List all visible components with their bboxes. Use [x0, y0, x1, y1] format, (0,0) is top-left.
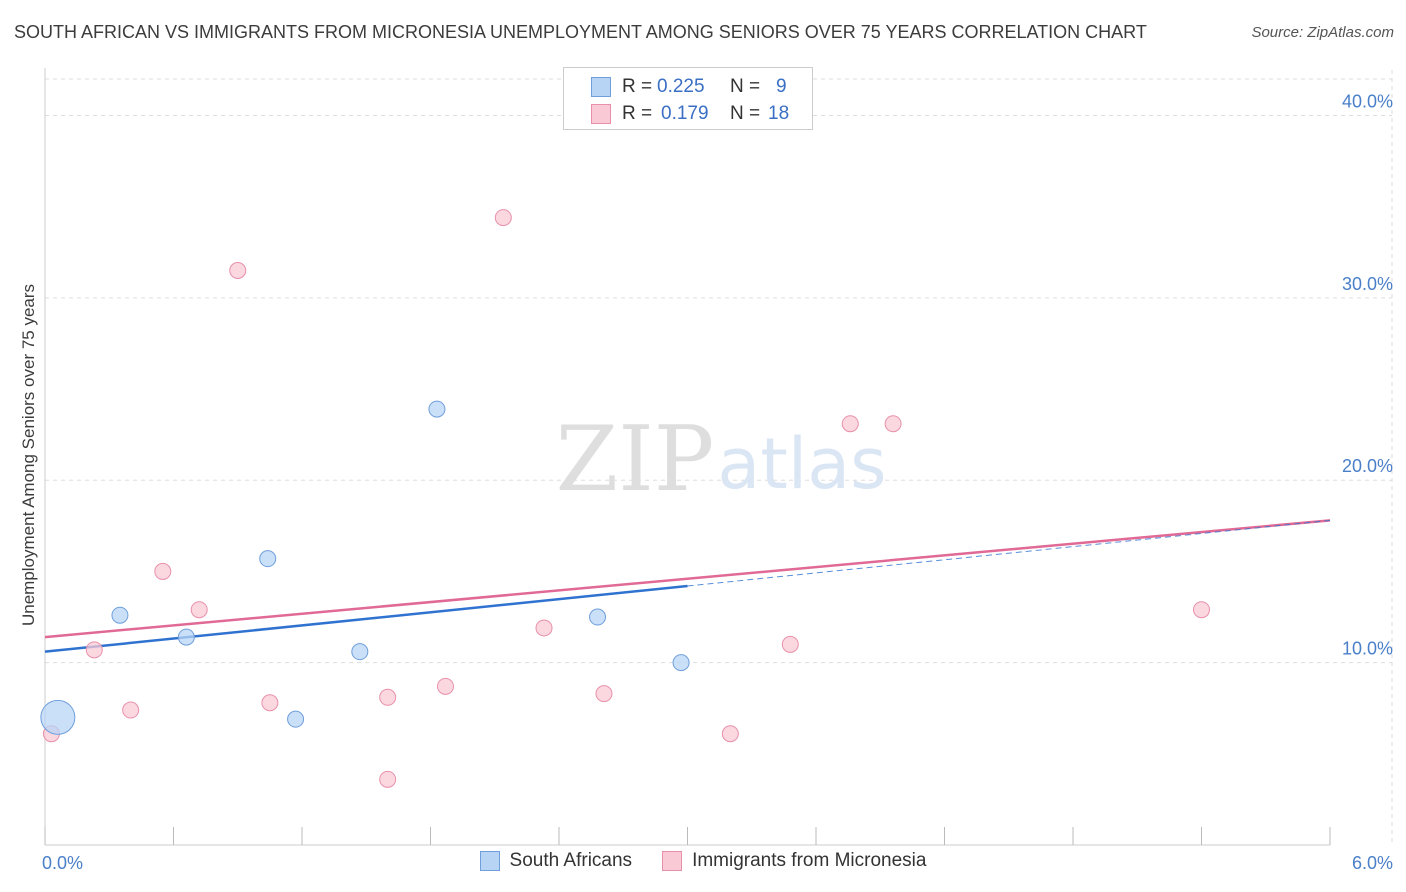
point-south-africans — [40, 699, 76, 735]
gridlines — [45, 70, 1393, 845]
point-micronesia — [595, 685, 613, 703]
south-africans-swatch — [591, 77, 611, 97]
r-value: 0.179 — [661, 103, 709, 124]
point-south-africans — [351, 643, 369, 661]
micronesia-swatch — [591, 104, 611, 124]
trend-line-south-africans — [44, 584, 688, 653]
legend-item-south-africans[interactable]: South Africans — [479, 850, 633, 872]
stats-legend: R = 0.225 N = 9 R = 0.179 N = 18 — [563, 67, 813, 130]
legend-swatch-south-africans — [479, 851, 500, 871]
point-south-africans — [111, 606, 129, 624]
point-micronesia — [436, 677, 454, 695]
y-tick-label: 10.0% — [1342, 639, 1393, 659]
point-south-africans — [259, 550, 277, 568]
point-south-africans — [287, 710, 305, 728]
trend-lines — [44, 519, 1331, 653]
point-micronesia — [781, 635, 799, 653]
watermark-zip: ZIP — [556, 407, 715, 512]
point-micronesia — [721, 725, 739, 743]
point-micronesia — [884, 415, 902, 433]
r-label: R = — [622, 76, 653, 97]
x-tick-label-max: 6.0% — [1352, 853, 1393, 873]
watermark: ZIP atlas — [556, 407, 887, 512]
y-tick-label: 20.0% — [1342, 456, 1393, 476]
trend-line-micronesia — [44, 519, 1331, 639]
point-micronesia — [535, 619, 553, 637]
legend-label-micronesia: Immigrants from Micronesia — [692, 850, 927, 871]
n-value: 9 — [776, 76, 787, 97]
point-micronesia — [85, 641, 103, 659]
point-micronesia — [1193, 601, 1210, 619]
point-south-africans — [589, 608, 607, 626]
point-micronesia — [261, 694, 279, 712]
trend-line-south-africans-extension — [687, 519, 1331, 587]
x-tick-label-min: 0.0% — [42, 853, 83, 873]
y-tick-label: 40.0% — [1342, 91, 1393, 111]
point-south-africans — [177, 628, 195, 646]
legend-swatch-micronesia — [662, 851, 683, 871]
point-micronesia — [122, 701, 140, 719]
n-label: N = — [730, 76, 761, 97]
point-micronesia — [190, 601, 208, 619]
point-micronesia — [841, 415, 859, 433]
point-south-africans — [672, 654, 690, 672]
point-micronesia — [379, 770, 397, 788]
r-value: 0.225 — [657, 76, 705, 97]
legend-item-micronesia[interactable]: Immigrants from Micronesia — [662, 850, 926, 872]
point-south-africans — [428, 400, 446, 418]
point-micronesia — [379, 688, 397, 706]
n-label: N = — [730, 103, 761, 124]
point-micronesia — [154, 562, 172, 580]
chart-title: SOUTH AFRICAN VS IMMIGRANTS FROM MICRONE… — [14, 22, 1147, 42]
point-micronesia — [229, 262, 247, 279]
data-points — [40, 209, 1210, 788]
r-label: R = — [622, 103, 653, 124]
n-value: 18 — [768, 103, 790, 124]
source-label: Source: ZipAtlas.com — [1251, 24, 1394, 41]
y-tick-label: 30.0% — [1342, 274, 1393, 294]
tick-labels: 10.0% 20.0% 30.0% 40.0% 0.0% 6.0% — [42, 91, 1393, 873]
y-axis-label: Unemployment Among Seniors over 75 years — [19, 284, 38, 626]
series-legend: South Africans Immigrants from Micronesi… — [0, 850, 1406, 872]
legend-label-south-africans: South Africans — [509, 850, 633, 871]
point-micronesia — [494, 209, 512, 227]
watermark-atlas: atlas — [717, 423, 886, 505]
